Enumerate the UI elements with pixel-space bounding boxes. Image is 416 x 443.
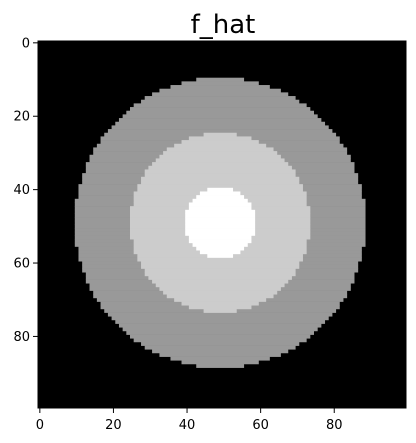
ring-pixel-row [196,363,245,368]
ring-pixel-row [199,191,241,196]
ring-pixel-row [155,158,285,163]
ring-pixel-row [107,312,333,317]
ring-pixel-row [192,198,248,203]
ring-pixel-row [144,272,296,277]
ring-pixel-row [181,81,259,86]
ring-pixel-row [107,129,333,134]
ring-pixel-row [130,334,311,339]
x-tick-label: 20 [105,418,122,433]
ring-pixel-row [196,195,245,200]
ring-pixel-row [188,235,252,240]
ring-pixel-row [144,169,296,174]
chart-title: f_hat [191,10,256,40]
ring-pixel-row [185,228,256,233]
ring-pixel-row [152,92,289,97]
ring-pixel-row [174,143,267,148]
plot-area [37,40,407,409]
x-tick-label: 80 [326,418,343,433]
ring-pixel-row [192,242,248,247]
ring-pixel-row [199,250,241,255]
ring-pixel-row [185,231,256,236]
ring-pixel-row [170,356,270,361]
ring-pixel-row [118,323,322,328]
x-tick-label: 0 [36,418,44,433]
ring-pixel-row [155,283,285,288]
ring-pixel-row [148,275,292,280]
ring-pixel-row [181,140,259,145]
ring-pixel-row [141,341,300,346]
ring-pixel-row [174,297,267,302]
ring-pixel-row [141,264,300,269]
ring-pixel-row [163,290,278,295]
ring-pixel-row [111,125,329,130]
ring-pixel-row [152,349,289,354]
ring-pixel-row [207,253,234,258]
ring-pixel-row [159,88,281,93]
ring-pixel-row [203,132,237,137]
ring-pixel-row [159,352,281,357]
ring-pixel-row [115,121,326,126]
ring-pixel-row [152,279,289,284]
y-axis: 0 20 40 60 80 [13,36,38,345]
ring-pixel-row [111,316,329,321]
ring-pixel-row [144,96,296,101]
ring-pixel-row [203,308,237,313]
ring-pixel-row [133,338,307,343]
x-tick-label: 60 [252,418,269,433]
ring-pixel-row [196,246,245,251]
ring-pixel-row [181,301,259,306]
ring-pixel-row [188,239,252,244]
x-axis: 0 20 40 60 80 [36,408,343,433]
ring-pixel-row [188,206,252,211]
ring-pixel-row [166,147,274,152]
y-tick-label: 20 [13,110,30,125]
ring-pixel-row [141,176,300,181]
ring-pixel-row [196,77,245,82]
ring-pixel-row [152,162,289,167]
ring-pixel-row [170,85,270,90]
ring-pixel-row [126,330,314,335]
y-tick-label: 80 [13,330,30,345]
ring-pixel-row [141,180,300,185]
ring-pixel-row [118,118,322,123]
ring-pixel-row [207,187,234,192]
ring-pixel-row [133,103,307,108]
ring-pixel-row [144,268,296,273]
ring-pixel-row [126,110,314,115]
ring-pixel-row [166,294,274,299]
ring-layer [74,77,366,368]
y-tick-label: 60 [13,257,30,272]
ring-pixel-row [188,202,252,207]
ring-pixel-row [188,136,252,141]
y-tick-label: 0 [22,36,30,51]
ring-pixel-row [144,345,296,350]
x-tick-label: 40 [179,418,196,433]
ring-pixel-row [144,173,296,178]
ring-pixel-row [185,217,256,222]
ring-pixel-row [188,305,252,310]
ring-pixel-row [141,261,300,266]
ring-pixel-row [163,151,278,156]
ring-pixel-row [122,114,318,119]
ring-pixel-row [148,165,292,170]
ring-pixel-row [159,286,281,291]
y-tick-label: 40 [13,183,30,198]
ring-pixel-row [185,209,256,214]
ring-pixel-row [115,319,326,324]
ring-pixel-row [130,107,311,112]
ring-pixel-row [185,224,256,229]
ring-pixel-row [185,213,256,218]
ring-3 [185,187,256,258]
ring-pixel-row [159,154,281,159]
axes-frame [37,40,407,409]
ring-pixel-row [185,220,256,225]
ring-pixel-row [141,99,300,104]
ring-pixel-row [181,360,259,365]
ring-pixel-row [137,184,303,189]
ring-pixel-row [122,327,318,332]
ring-pixel-row [137,257,303,262]
